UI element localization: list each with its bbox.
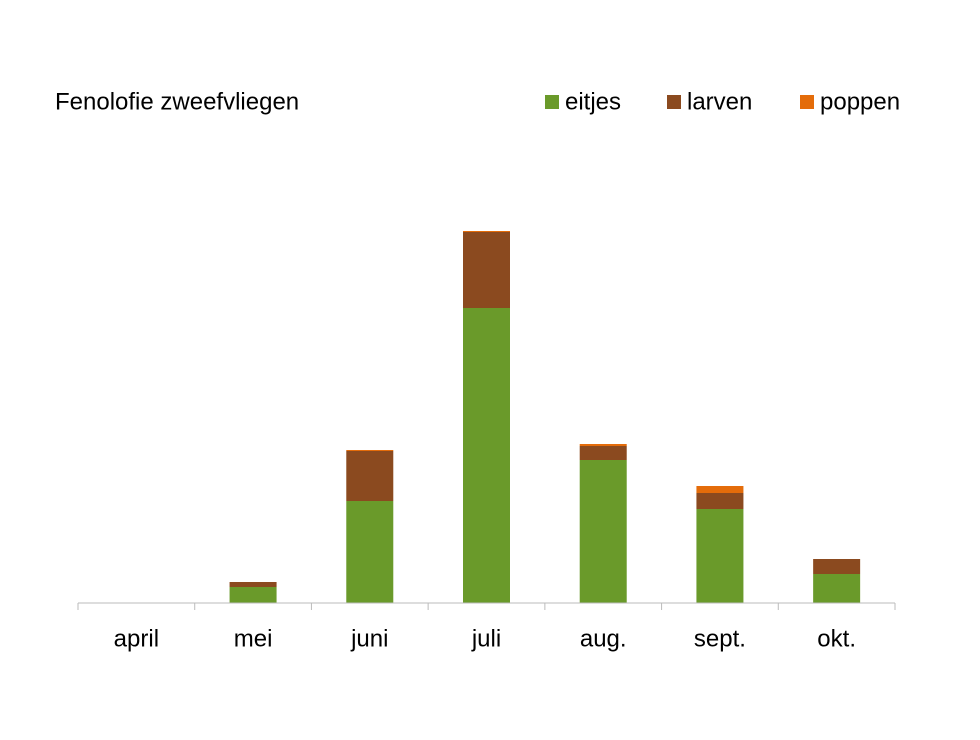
x-tick-label: mei xyxy=(234,625,273,652)
legend-label: larven xyxy=(687,88,752,115)
bar-segment xyxy=(696,493,744,509)
x-tick-label: april xyxy=(114,625,159,652)
legend-swatch xyxy=(800,95,814,109)
x-tick-label: juli xyxy=(471,625,501,652)
bar-segment xyxy=(813,574,861,603)
bar-segment xyxy=(579,444,627,446)
bar-segment xyxy=(696,486,744,493)
bar-segment xyxy=(229,582,277,587)
bar-segment xyxy=(346,451,394,501)
legend-label: poppen xyxy=(820,88,900,115)
x-tick-label: aug. xyxy=(580,625,627,652)
bar-segment xyxy=(696,509,744,603)
legend-swatch xyxy=(667,95,681,109)
bar-segment xyxy=(463,232,510,308)
bar-segment xyxy=(579,446,627,460)
legend-swatch xyxy=(545,95,559,109)
bar-segment xyxy=(346,450,394,451)
bar-segment xyxy=(463,231,510,232)
chart-title: Fenolofie zweefvliegen xyxy=(55,88,299,115)
x-tick-label: sept. xyxy=(694,625,746,652)
bar-segment xyxy=(463,308,510,603)
bar-segment xyxy=(229,587,277,603)
bar-segment xyxy=(579,460,627,603)
bar-segment xyxy=(346,501,394,603)
bar-segment xyxy=(813,559,861,574)
x-tick-label: okt. xyxy=(817,625,856,652)
x-tick-label: juni xyxy=(350,625,388,652)
legend-label: eitjes xyxy=(565,88,621,115)
